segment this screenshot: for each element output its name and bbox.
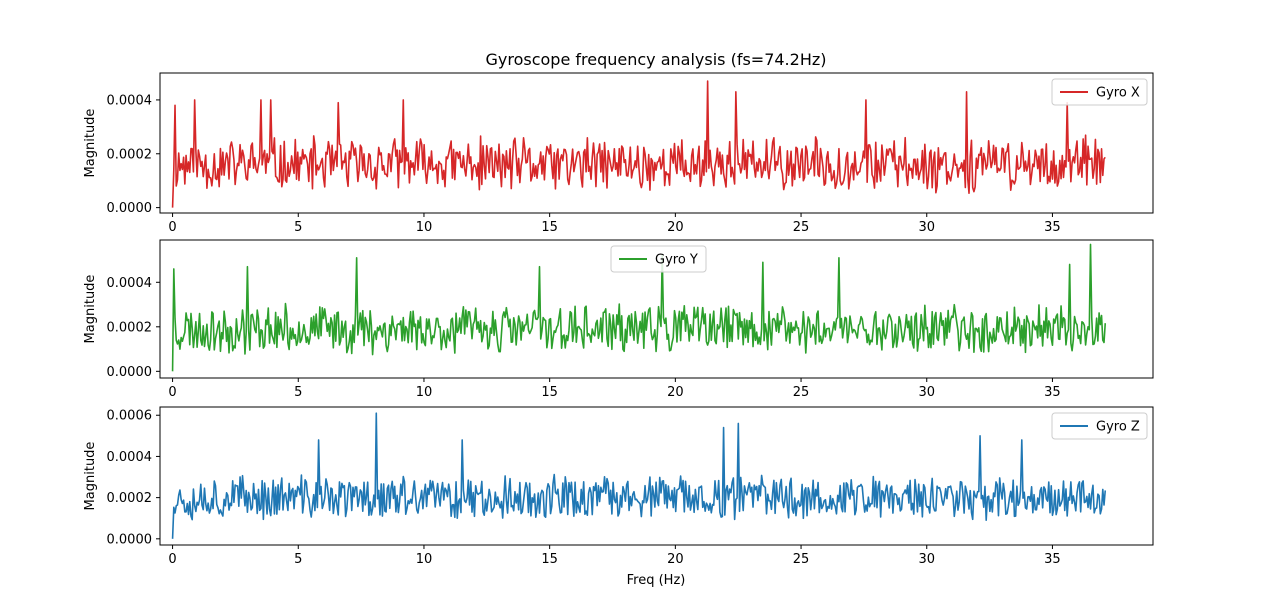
legend: Gyro Y (610, 245, 707, 273)
plot-frame (159, 239, 1154, 379)
subplot-3: 0 5 10 15 20 25 30 35 0.0000 0.0002 0.0004 0.0006 Ma… (83, 406, 1154, 567)
x-tick-label: 10 (416, 220, 433, 235)
series-line-gyro-y (171, 243, 1107, 372)
x-tick-label: 15 (541, 385, 558, 400)
y-tick-label: 0.0000 (107, 201, 153, 216)
subplot-2: 0 5 10 15 20 25 30 35 0.0000 0.0002 0.0004 Magnitud… (83, 239, 1154, 400)
x-tick-label: 5 (294, 385, 302, 400)
legend: Gyro X (1051, 78, 1148, 106)
x-tick-label: 30 (918, 385, 935, 400)
x-axis-label: Freq (Hz) (627, 573, 686, 588)
plot-frame (159, 406, 1154, 546)
y-tick-label: 0.0002 (107, 491, 153, 506)
subplot-1: 0 5 10 15 20 25 30 35 0.0000 0.0002 0.0004 Magnitud… (83, 72, 1154, 235)
chart-title: Gyroscope frequency analysis (fs=74.2Hz) (485, 50, 826, 69)
legend-box (1051, 412, 1148, 440)
x-tick-label: 35 (1044, 220, 1061, 235)
y-tick-label: 0.0006 (107, 409, 153, 424)
x-tick-label: 5 (294, 220, 302, 235)
plot-frame (159, 72, 1154, 214)
x-tick-label: 25 (793, 385, 810, 400)
legend-box (610, 245, 707, 273)
x-tick-label: 5 (294, 552, 302, 567)
y-tick-label: 0.0004 (107, 450, 153, 465)
subplots-group: 0 5 10 15 20 25 30 35 0.0000 0.0002 0.0004 Magnitud… (83, 72, 1154, 567)
x-tick-label: 0 (168, 385, 176, 400)
x-tick-label: 0 (168, 552, 176, 567)
x-tick-label: 20 (667, 220, 684, 235)
x-tick-label: 15 (541, 552, 558, 567)
x-tick-label: 10 (416, 385, 433, 400)
series-line-gyro-x (171, 80, 1106, 208)
x-tick-label: 35 (1044, 385, 1061, 400)
x-tick-label: 30 (918, 220, 935, 235)
legend-label: Gyro X (1096, 86, 1140, 101)
x-tick-label: 30 (918, 552, 935, 567)
y-axis-label: Magnitude (83, 109, 98, 178)
legend-box (1051, 78, 1148, 106)
y-tick-label: 0.0004 (107, 93, 153, 108)
y-tick-label: 0.0004 (107, 276, 153, 291)
y-tick-label: 0.0002 (107, 147, 153, 162)
x-tick-label: 25 (793, 220, 810, 235)
y-tick-label: 0.0000 (107, 532, 153, 547)
x-tick-label: 35 (1044, 552, 1061, 567)
y-tick-label: 0.0000 (107, 365, 153, 380)
x-tick-label: 15 (541, 220, 558, 235)
x-tick-label: 20 (667, 385, 684, 400)
x-tick-label: 10 (416, 552, 433, 567)
legend-label: Gyro Z (1096, 420, 1140, 435)
series-line-gyro-z (171, 412, 1107, 539)
legend-label: Gyro Y (655, 253, 698, 268)
y-tick-label: 0.0002 (107, 320, 153, 335)
y-axis-label: Magnitude (83, 275, 98, 344)
x-tick-label: 20 (667, 552, 684, 567)
legend: Gyro Z (1051, 412, 1148, 440)
x-tick-label: 0 (168, 220, 176, 235)
y-axis-label: Magnitude (83, 442, 98, 511)
x-tick-label: 25 (793, 552, 810, 567)
